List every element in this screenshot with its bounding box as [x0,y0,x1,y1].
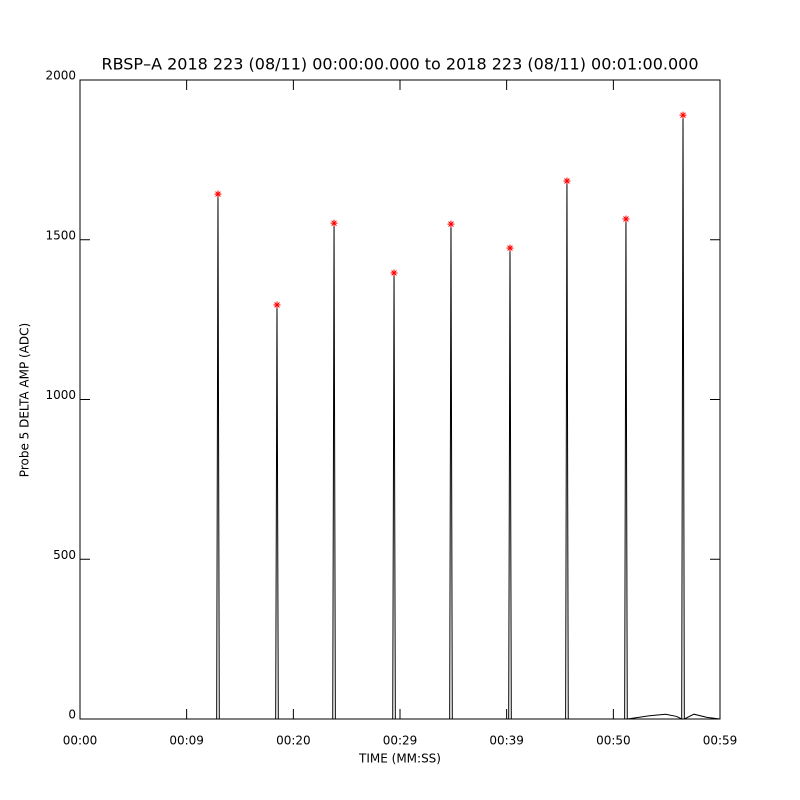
x-tick-label: 00:50 [596,734,631,748]
plot-frame [79,79,721,720]
y-tick-label: 1000 [45,388,76,402]
y-tick-label: 2000 [45,69,76,83]
x-tick-label: 00:09 [169,734,204,748]
x-axis-label: TIME (MM:SS) [358,752,441,766]
x-tick-label: 00:39 [489,734,524,748]
y-axis-label: Probe 5 DELTA AMP (ADC) [18,323,32,477]
x-tick-label: 00:20 [276,734,311,748]
marker-stroke [623,216,629,222]
marker-stroke [331,220,337,226]
marker-stroke [391,270,397,276]
marker-stroke [215,191,221,197]
marker-stroke [507,245,513,251]
y-tick-label: 500 [53,548,76,562]
y-tick-label: 1500 [45,228,76,242]
peak-marker [447,220,455,228]
y-tick-label: 0 [68,708,76,722]
peak-marker [330,219,338,227]
peak-marker [214,190,222,198]
peak-marker [506,244,514,252]
peak-marker [563,177,571,185]
marker-stroke [274,302,280,308]
data-line [80,115,721,720]
x-tick-label: 00:00 [63,734,98,748]
x-tick-label: 00:59 [703,734,738,748]
marker-stroke [448,221,454,227]
marker-stroke [680,112,686,118]
peak-marker [390,269,398,277]
peak-marker [622,215,630,223]
chart-title: RBSP–A 2018 223 (08/11) 00:00:00.000 to … [101,55,698,74]
peak-marker [273,301,281,309]
x-tick-label: 00:29 [383,734,418,748]
marker-stroke [564,178,570,184]
peak-marker [679,111,687,119]
